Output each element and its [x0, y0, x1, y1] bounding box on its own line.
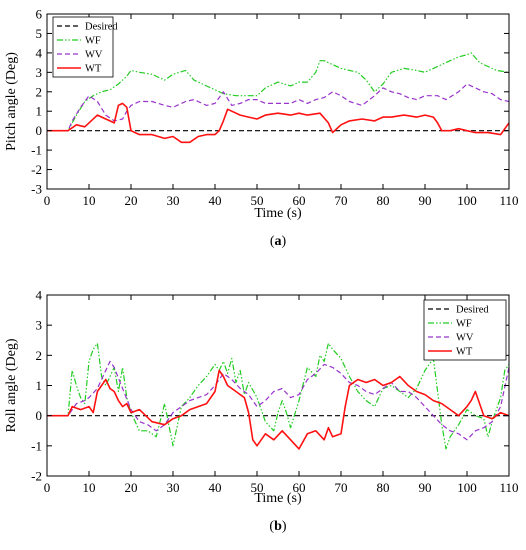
series-line-wf	[47, 342, 509, 450]
x-tick-label: 80	[377, 480, 390, 495]
x-tick-label: 80	[377, 193, 390, 208]
x-tick-label: 70	[335, 193, 348, 208]
x-tick-label: 10	[83, 193, 96, 208]
series-line-wt	[47, 369, 509, 450]
x-tick-label: 40	[209, 480, 222, 495]
x-tick-label: 50	[251, 193, 264, 208]
y-tick-label: 2	[36, 348, 43, 363]
x-tick-label: 110	[499, 480, 518, 495]
y-axis-title: Roll angle (Deg)	[4, 338, 19, 432]
y-tick-label: 0	[36, 123, 43, 138]
chart-panel-0: 0 10 20 30 40 50 60 70 80 90 100 110 -3 -2 -1 0 1 2 3 4 5 6 Ti…	[4, 7, 519, 250]
x-tick-label: 20	[125, 480, 138, 495]
y-tick-label: 3	[36, 65, 43, 80]
x-tick-label: 0	[44, 480, 51, 495]
x-tick-label: 90	[419, 480, 432, 495]
legend-label-wf: WF	[456, 319, 472, 330]
legend: Desired WF WV WT	[52, 16, 118, 78]
x-tick-label: 0	[44, 193, 51, 208]
y-tick-label: 2	[36, 84, 43, 99]
y-tick-label: 0	[36, 408, 43, 423]
y-tick-label: 1	[36, 378, 43, 393]
legend-label-desired: Desired	[85, 22, 118, 33]
x-tick-label: 10	[83, 480, 96, 495]
y-tick-label: 1	[36, 104, 43, 119]
caption-close-paren: )	[282, 519, 287, 534]
chart-panel-1: 0 10 20 30 40 50 60 70 80 90 100 110 -2 -1 0 1 2 3 4 Time (…	[4, 288, 519, 535]
legend: Desired WF WV WT	[423, 299, 507, 361]
x-axis-title: Time (s)	[254, 206, 302, 221]
y-tick-label: 4	[36, 288, 43, 303]
x-tick-label: 110	[499, 193, 518, 208]
series-line-wv	[47, 360, 509, 441]
x-axis-title: Time (s)	[254, 491, 302, 506]
y-tick-label: 4	[36, 45, 43, 60]
x-tick-label: 20	[125, 193, 138, 208]
x-tick-label: 70	[335, 480, 348, 495]
panel-caption: (a)	[270, 234, 287, 249]
x-tick-label: 100	[457, 193, 477, 208]
legend-label-wt: WT	[456, 347, 473, 358]
legend-label-wv: WV	[85, 50, 103, 61]
caption-letter: b	[274, 519, 282, 534]
y-tick-label: -3	[31, 182, 42, 197]
caption-letter: a	[275, 234, 282, 249]
x-tick-label: 50	[251, 480, 264, 495]
x-tick-label: 60	[293, 193, 306, 208]
x-tick-label: 30	[167, 193, 180, 208]
caption-close-paren: )	[282, 234, 287, 249]
legend-box	[52, 16, 114, 78]
legend-label-wf: WF	[85, 36, 101, 47]
panel-caption: (b)	[269, 519, 286, 534]
x-tick-label: 30	[167, 480, 180, 495]
series-line-wf	[47, 52, 509, 132]
x-tick-label: 90	[419, 193, 432, 208]
legend-label-wt: WT	[85, 64, 102, 75]
legend-label-wv: WV	[456, 333, 474, 344]
series-line-wt	[47, 102, 509, 144]
legend-label-desired: Desired	[456, 305, 489, 316]
y-axis-title: Pitch angle (Deg)	[4, 52, 19, 151]
caption-open-paren: (	[270, 234, 275, 249]
plot-frame	[46, 13, 510, 190]
y-tick-label: -1	[31, 143, 42, 158]
y-tick-label: -1	[31, 438, 42, 453]
y-tick-label: -2	[31, 162, 42, 177]
caption-open-paren: (	[269, 519, 274, 534]
y-tick-label: 3	[36, 318, 43, 333]
x-tick-label: 60	[293, 480, 306, 495]
y-tick-label: 6	[36, 7, 43, 22]
y-tick-label: -2	[31, 469, 42, 484]
x-tick-label: 40	[209, 193, 222, 208]
series-line-wv	[47, 83, 509, 132]
y-tick-label: 5	[36, 26, 43, 41]
x-tick-label: 100	[457, 480, 477, 495]
legend-box	[423, 299, 507, 361]
